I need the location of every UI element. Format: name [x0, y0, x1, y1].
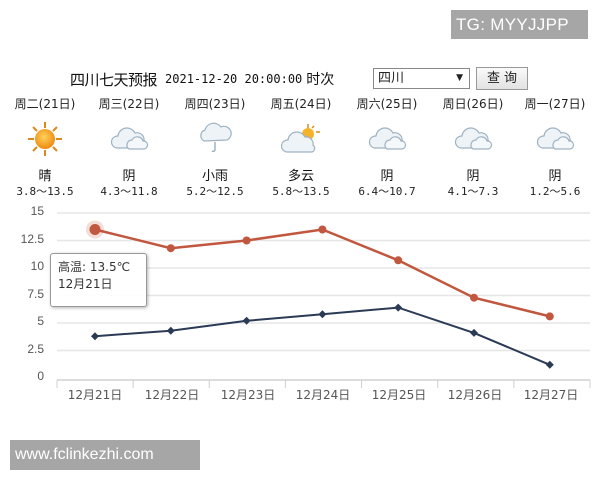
y-tick: 7.5	[27, 287, 44, 301]
low-temp-point[interactable]	[91, 332, 99, 341]
region-select-value: 四川	[378, 71, 405, 86]
high-temp-line	[94, 228, 551, 318]
forecast-day: 周三(22日) 阴 4.3～11.8	[86, 95, 172, 199]
y-tick: 2.5	[27, 342, 44, 356]
y-tick: 0	[37, 369, 44, 383]
overcast-icon	[430, 120, 516, 158]
condition: 小雨	[201, 169, 228, 184]
dropdown-arrow-icon[interactable]: ▼	[456, 73, 463, 83]
forecast-timestamp: 2021-12-20 20:00:00	[165, 72, 303, 86]
x-axis-label: 12月25日	[371, 388, 427, 402]
high-temp-point[interactable]	[470, 293, 478, 302]
low-temp-point[interactable]	[242, 316, 251, 325]
temp-range: 4.3～11.8	[100, 185, 158, 198]
condition: 阴	[122, 169, 136, 184]
tooltip-value: 高温: 13.5℃	[58, 260, 131, 274]
low-temp-point[interactable]	[470, 328, 478, 337]
day-name: 周六(25日)	[356, 97, 418, 111]
forecast-day: 周四(23日) 小雨 5.2～12.5	[172, 95, 258, 199]
x-axis-label: 12月26日	[447, 388, 503, 402]
low-temp-point[interactable]	[394, 303, 403, 312]
temp-range: 5.2～12.5	[186, 185, 244, 198]
forecast-day: 周日(26日) 阴 4.1～7.3	[430, 95, 516, 199]
y-tick: 12.5	[20, 232, 44, 246]
chart-tooltip: 高温: 13.5℃ 12月21日	[50, 253, 147, 307]
day-name: 周二(21日)	[14, 97, 76, 111]
y-tick: 5	[37, 314, 44, 328]
sunny-icon	[2, 120, 88, 158]
condition: 阴	[466, 169, 480, 184]
day-name: 周五(24日)	[270, 97, 332, 111]
forecast-day: 周五(24日) 多云 5.8～13.5	[258, 95, 344, 199]
high-temp-point[interactable]	[89, 224, 101, 235]
time-slot-label: 时次	[306, 72, 335, 88]
low-temp-point[interactable]	[166, 326, 175, 335]
page-title: 四川七天预报	[70, 70, 158, 89]
temp-range: 3.8～13.5	[16, 185, 74, 198]
partly-cloudy-icon	[258, 120, 344, 158]
temp-range: 4.1～7.3	[447, 185, 499, 198]
region-select[interactable]: 四川 ▼	[373, 68, 470, 89]
condition: 阴	[548, 169, 562, 184]
x-axis-label: 12月22日	[144, 388, 200, 402]
x-axis-label: 12月27日	[523, 388, 579, 402]
overcast-icon	[512, 120, 598, 158]
watermark-top: TG: MYYJJPP	[451, 10, 588, 39]
forecast-day: 周一(27日) 阴 1.2～5.6	[512, 95, 598, 199]
overcast-icon	[86, 120, 172, 158]
day-name: 周一(27日)	[524, 97, 586, 111]
day-name: 周四(23日)	[184, 97, 246, 111]
temp-range: 6.4～10.7	[358, 185, 416, 198]
y-tick: 15	[30, 204, 44, 218]
temp-range: 1.2～5.6	[529, 185, 581, 198]
condition: 晴	[38, 169, 52, 184]
condition: 多云	[287, 169, 314, 184]
query-button[interactable]: 查询	[476, 67, 528, 90]
x-axis-label: 12月21日	[67, 388, 123, 402]
forecast-day: 周二(21日) 晴 3.8～13.5	[2, 95, 88, 199]
forecast-day: 周六(25日) 阴 6.4～10.7	[344, 95, 430, 199]
x-axis-label: 12月24日	[295, 388, 351, 402]
y-tick: 10	[30, 259, 44, 273]
overcast-icon	[344, 120, 430, 158]
condition: 阴	[380, 169, 394, 184]
day-name: 周三(22日)	[98, 97, 160, 111]
watermark-bottom: www.fclinkezhi.com	[10, 440, 200, 470]
low-temp-point[interactable]	[318, 310, 327, 319]
light-rain-icon	[172, 120, 258, 158]
day-name: 周日(26日)	[442, 97, 504, 111]
temp-range: 5.8～13.5	[272, 185, 330, 198]
high-temp-point[interactable]	[394, 256, 403, 265]
x-axis-label: 12月23日	[220, 388, 276, 402]
high-temp-point[interactable]	[318, 225, 327, 234]
high-temp-point[interactable]	[242, 236, 251, 245]
tooltip-date: 12月21日	[58, 277, 113, 291]
high-temp-point[interactable]	[545, 312, 554, 321]
high-temp-point[interactable]	[166, 244, 175, 253]
low-temp-point[interactable]	[545, 360, 554, 369]
forecast-header: 四川七天预报 2021-12-20 20:00:00 时次	[70, 67, 334, 91]
